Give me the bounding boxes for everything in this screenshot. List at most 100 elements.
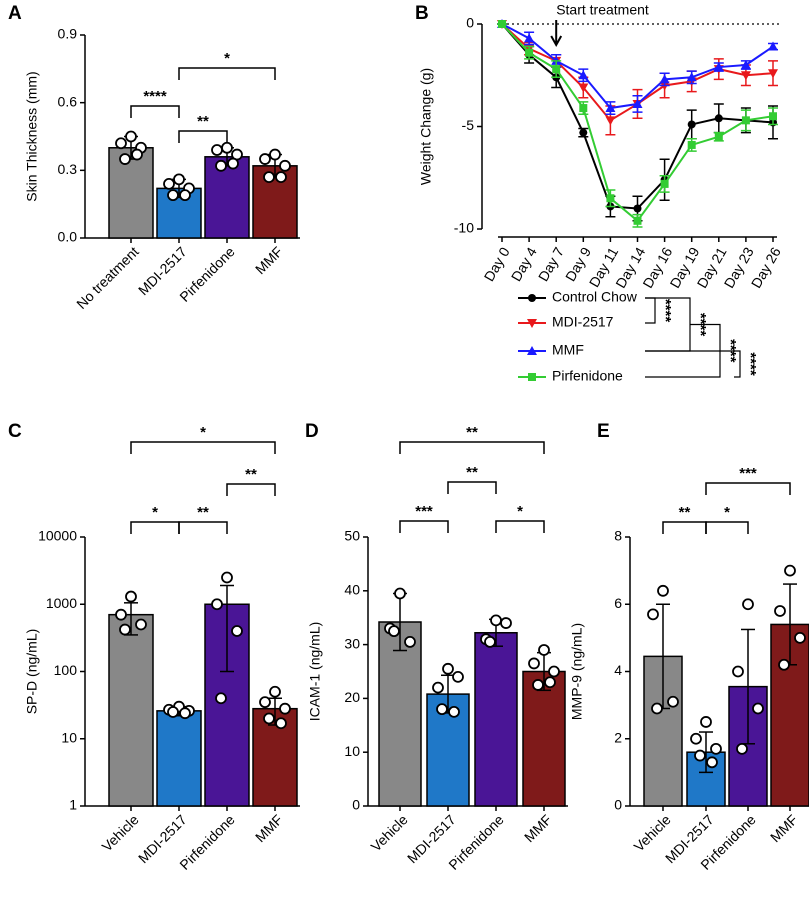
data-point (432, 681, 444, 694)
data-point (538, 644, 550, 656)
marker (740, 60, 751, 69)
data-point (275, 171, 287, 184)
x-tick-label: MMF (767, 811, 801, 845)
data-point (752, 702, 764, 715)
y-tick-label: 8 (614, 528, 622, 544)
data-point (215, 159, 227, 172)
marker (525, 48, 534, 57)
marker (498, 20, 506, 28)
data-point (167, 189, 179, 202)
significance-label: * (224, 50, 230, 67)
marker (578, 70, 589, 80)
significance-label: **** (657, 299, 674, 323)
significance-label: ** (197, 504, 209, 521)
significance-label: **** (742, 352, 759, 376)
series-line (501, 23, 774, 223)
marker (605, 116, 616, 126)
y-axis-label: SP-D (ng/mL) (24, 629, 40, 715)
data-point (742, 598, 754, 611)
data-point (221, 571, 233, 584)
significance-bracket (662, 521, 707, 534)
data-point (657, 584, 669, 597)
data-point (179, 189, 191, 202)
marker (579, 104, 588, 113)
annotation-arrow (550, 20, 563, 48)
data-point (119, 153, 131, 165)
data-point (448, 705, 460, 718)
y-axis-label: ICAM-1 (ng/mL) (307, 622, 323, 722)
data-point (259, 153, 271, 165)
panel-label: B (415, 3, 429, 24)
marker (524, 33, 535, 43)
data-point (548, 665, 560, 678)
x-tick-label: MMF (252, 811, 286, 845)
panel-label: C (8, 421, 22, 442)
data-point (442, 662, 454, 675)
panel-label: A (8, 3, 22, 24)
data-point (275, 717, 287, 730)
data-point (544, 676, 556, 689)
significance-label: * (517, 503, 523, 520)
data-point (794, 631, 806, 644)
data-point (736, 742, 748, 755)
data-point (227, 157, 239, 170)
data-point (259, 696, 271, 709)
marker (740, 71, 751, 81)
significance-label: *** (415, 503, 433, 520)
significance-bracket (130, 105, 180, 118)
y-tick-label: 10000 (38, 528, 77, 544)
data-point (115, 608, 127, 621)
marker (687, 140, 696, 149)
significance-label: ** (197, 113, 209, 130)
panel-label: E (597, 421, 610, 442)
marker (768, 69, 778, 79)
data-point (231, 625, 243, 637)
y-tick-label: 20 (344, 689, 360, 705)
bar (108, 613, 154, 807)
bar (156, 187, 202, 239)
x-tick-label: MMF (521, 811, 555, 845)
y-tick-label: 40 (344, 582, 360, 598)
significance-label: ** (466, 464, 478, 481)
data-point (732, 665, 744, 678)
data-point (269, 685, 281, 698)
significance-bracket (130, 441, 276, 454)
data-point (528, 657, 540, 670)
y-axis-label: Skin Thickness (mm) (24, 71, 40, 201)
significance-bracket (178, 67, 276, 80)
significance-bracket (399, 441, 545, 454)
bar (108, 147, 154, 239)
x-tick-label: MMF (252, 243, 286, 277)
marker (605, 103, 616, 113)
x-tick-label: Day 4 (508, 244, 540, 284)
bar (474, 632, 518, 807)
y-tick-label: 0 (614, 797, 622, 813)
data-point (784, 564, 796, 577)
legend-label: MMF (552, 342, 584, 358)
data-point (215, 692, 227, 705)
significance-label: *** (739, 465, 757, 482)
data-point (179, 707, 191, 720)
significance-bracket (705, 482, 791, 495)
data-point (647, 608, 659, 621)
marker (528, 373, 536, 381)
y-tick-label: 6 (614, 595, 622, 611)
data-point (452, 670, 464, 683)
marker (660, 179, 669, 188)
data-point (774, 605, 786, 617)
significance-bracket (130, 521, 180, 534)
x-tick-label: Day 0 (481, 244, 513, 284)
marker (741, 116, 750, 125)
significance-label: ** (245, 466, 257, 483)
data-point (221, 141, 233, 154)
y-tick-label: 50 (344, 528, 360, 544)
data-point (690, 732, 702, 745)
significance-label: **** (143, 88, 167, 105)
significance-label: * (152, 504, 158, 521)
bar (204, 156, 250, 239)
y-axis-label: Weight Change (g) (418, 68, 434, 185)
significance-bracket (447, 481, 497, 494)
significance-bracket (645, 350, 741, 378)
y-tick-label: 0.6 (58, 93, 78, 109)
